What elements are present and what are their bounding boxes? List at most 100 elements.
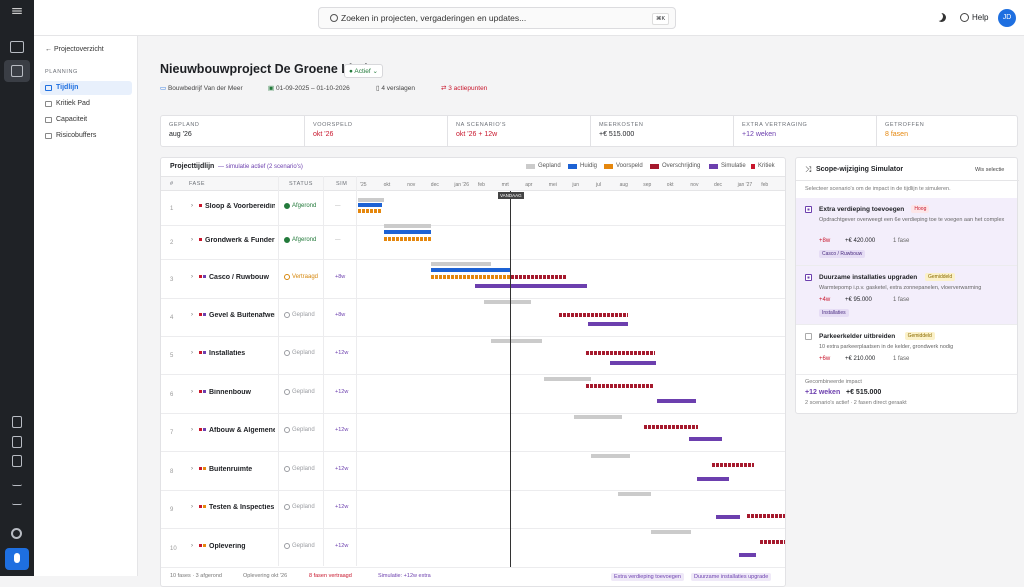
back-link[interactable]: ← Projectoverzicht [45, 46, 104, 53]
expand-icon[interactable]: › [191, 388, 193, 395]
search-box[interactable]: Zoeken in projecten, vergaderingen en up… [318, 7, 676, 29]
scenario-delay: +6w [819, 356, 831, 362]
expand-icon[interactable]: › [191, 542, 193, 549]
projects-icon[interactable] [4, 60, 30, 82]
gantt-bar [484, 300, 531, 304]
simulator-panel: ⤨ Scope-wijziging Simulator Wis selectie Se… [795, 157, 1019, 414]
meta-actions[interactable]: ⇄ 3 actiepunten [441, 85, 488, 92]
today-label: VANDAAG [498, 192, 524, 199]
expand-icon[interactable]: › [191, 203, 193, 209]
phase-marker [199, 466, 202, 470]
expand-icon[interactable]: › [191, 504, 193, 510]
status-badge[interactable]: ● Actief ⌄ [344, 64, 383, 78]
list-icon[interactable] [12, 436, 22, 448]
checkbox[interactable] [805, 274, 812, 281]
phase-marker [203, 543, 206, 547]
scenario-card[interactable]: Extra verdieping toevoegen Hoog Opdrachtge… [796, 198, 1017, 266]
meta-dates: ▣ 01-09-2025 – 01-10-2026 [268, 85, 350, 92]
row-number: 2 [170, 240, 174, 246]
expand-icon[interactable]: › [191, 273, 193, 280]
status-icon [284, 465, 290, 472]
column-header: # [170, 181, 174, 187]
phase-marker [203, 466, 206, 470]
mic-button[interactable] [5, 548, 29, 570]
expand-icon[interactable]: › [191, 237, 193, 243]
combined-label: Gecombineerde impact [805, 379, 862, 385]
month-label: okt [666, 182, 674, 188]
menu-icon[interactable] [12, 10, 22, 12]
row-divider [161, 259, 785, 260]
meta-reports[interactable]: ▯ 4 verslagen [376, 85, 415, 92]
row-number: 8 [170, 468, 174, 475]
status-icon [284, 273, 290, 280]
row-number: 7 [170, 430, 174, 436]
gantt-bar [644, 425, 698, 429]
column-divider [356, 176, 357, 566]
gantt-bar [651, 530, 691, 534]
scenario-card[interactable]: Duurzame installaties upgraden Gemiddeld W… [796, 266, 1017, 325]
theme-toggle[interactable] [937, 13, 946, 22]
month-label: dec [430, 182, 439, 188]
scenario-delay: +4w [819, 297, 831, 303]
legend-label: Gepland [538, 163, 561, 169]
legend-label: Voorspeld [616, 163, 643, 169]
sim-icon: ⤨ [805, 165, 812, 174]
status-icon [284, 542, 290, 549]
kpi-label: NA SCENARIO'S [456, 122, 507, 128]
legend-label: Simulatie [721, 163, 746, 169]
sim-delta: +12w [335, 504, 349, 510]
gantt-bar [739, 553, 756, 557]
scenario-description: 10 extra parkeerplaatsen in de kelder, g… [819, 344, 954, 350]
expand-icon[interactable]: › [191, 350, 193, 356]
nav-icon [45, 85, 52, 91]
month-label: apr [525, 182, 533, 188]
month-label: jan '27 [737, 182, 753, 188]
timeline-subtitle: — simulatie actief (2 scenario's) [218, 164, 303, 170]
status-label: Gepland [292, 427, 315, 433]
download-icon[interactable] [12, 493, 22, 505]
search-placeholder: Zoeken in projecten, vergaderingen en up… [341, 13, 527, 23]
divider [796, 180, 1019, 181]
settings-icon[interactable] [11, 528, 22, 539]
month-label: okt [383, 182, 391, 188]
clear-button[interactable]: Wis selectie [975, 167, 1005, 173]
kpi: NA SCENARIO'S okt '26 + 12w [447, 116, 590, 146]
nav-item[interactable] [40, 81, 132, 95]
expand-icon[interactable]: › [191, 312, 193, 318]
legend-swatch [568, 164, 577, 169]
docs-icon[interactable] [12, 416, 22, 428]
legend-swatch [709, 164, 718, 169]
gantt-bar [657, 399, 696, 403]
avatar[interactable]: JD [998, 9, 1016, 27]
kpi-value: +12 weken [742, 131, 777, 138]
checkbox[interactable] [805, 333, 812, 340]
gantt-bar [591, 454, 630, 458]
row-number: 9 [170, 507, 174, 513]
scenario-card[interactable]: Parkeerkelder uitbreiden Gemiddeld 10 extr… [796, 325, 1017, 375]
gantt-bar [712, 463, 754, 467]
home-icon[interactable] [10, 41, 24, 53]
month-label: nov [690, 182, 699, 188]
nav-icon [45, 133, 52, 139]
nav-item-label: Tijdlijn [56, 84, 79, 91]
expand-icon[interactable]: › [191, 465, 193, 472]
nav-item-label: Capaciteit [56, 116, 88, 123]
legend-label: Overschrijding [662, 163, 701, 169]
status-icon [284, 203, 290, 209]
kpi-value: +€ 515.000 [599, 131, 635, 138]
footer-item: 8 fasen vertraagd [309, 573, 352, 579]
stats-icon[interactable] [12, 474, 22, 486]
calendar-icon[interactable] [12, 455, 22, 467]
checkbox[interactable] [805, 206, 812, 213]
sim-delta: +8w [335, 312, 346, 318]
sim-delta: — [335, 203, 341, 209]
help-icon[interactable] [960, 13, 969, 22]
gantt-bar [618, 492, 651, 496]
help-link[interactable]: Help [972, 13, 989, 22]
row-divider [161, 528, 785, 529]
status-label: Gepland [292, 388, 315, 395]
scenario-tag: Installaties [819, 309, 849, 317]
phase-marker [199, 543, 202, 547]
client: Bouwbedrijf Van der Meer [167, 85, 243, 92]
expand-icon[interactable]: › [191, 427, 193, 433]
